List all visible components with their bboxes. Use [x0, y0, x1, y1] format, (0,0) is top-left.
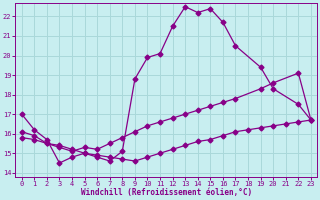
X-axis label: Windchill (Refroidissement éolien,°C): Windchill (Refroidissement éolien,°C) [81, 188, 252, 197]
